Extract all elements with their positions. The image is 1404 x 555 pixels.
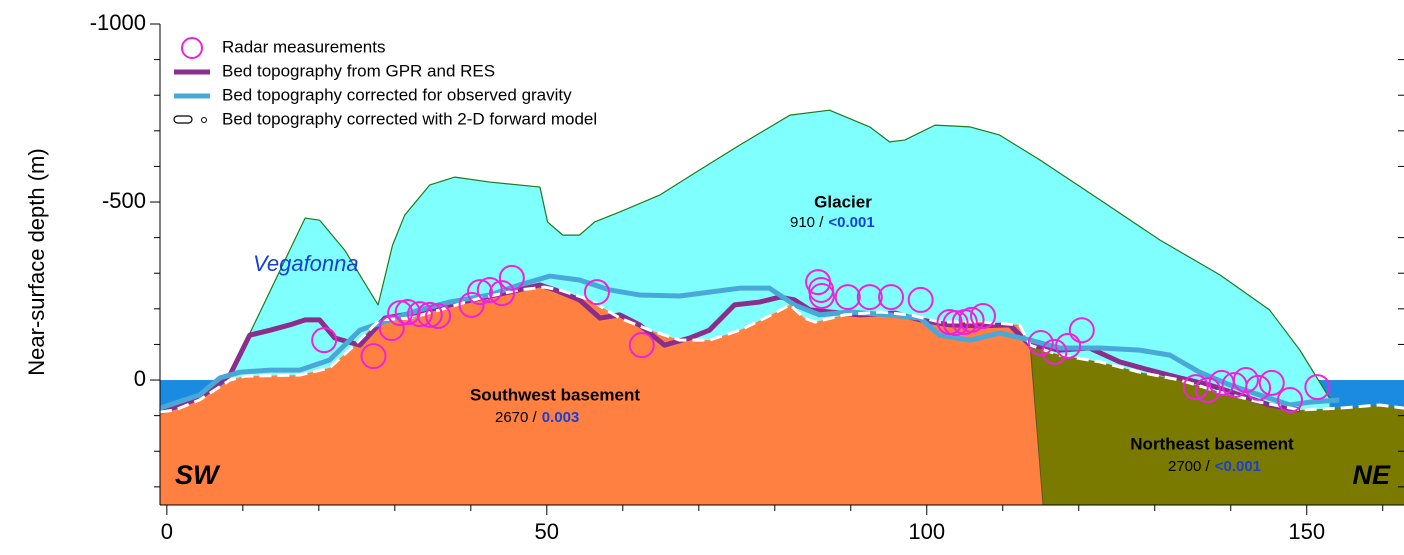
x-tick-label: 0 — [161, 519, 173, 544]
contrast: <0.001 — [828, 214, 874, 231]
corner-label: SW — [175, 460, 221, 490]
contrast: 0.003 — [542, 409, 580, 426]
legend-label: Bed topography corrected with 2-D forwar… — [222, 109, 597, 128]
y-tick-label: -1000 — [90, 10, 146, 35]
legend: Radar measurements Bed topography from G… — [174, 37, 597, 128]
corner-label: NE — [1352, 460, 1390, 490]
x-tick-label: 150 — [1288, 519, 1325, 544]
unit-properties: 910 /<0.001 — [790, 214, 875, 231]
chart: Near-surface depth (m) -1000 -500 0 0 50 100 15… — [0, 0, 1404, 555]
legend-label: Radar measurements — [222, 37, 385, 56]
y-axis-label: Near-surface depth (m) — [24, 148, 49, 375]
contrast: <0.001 — [1215, 458, 1261, 475]
unit-name: Southwest basement — [470, 385, 640, 404]
density: 910 / — [790, 214, 824, 231]
legend-label: Bed topography from GPR and RES — [222, 61, 495, 80]
unit-name: Glacier — [814, 192, 872, 211]
legend-symbol — [202, 118, 207, 123]
y-tick-label: -500 — [102, 188, 146, 213]
legend-label: Bed topography corrected for observed gr… — [222, 85, 572, 104]
legend-symbol — [174, 116, 192, 123]
x-tick-label: 50 — [535, 519, 559, 544]
density: 2670 / — [495, 409, 538, 426]
unit-properties: 2700 /<0.001 — [1168, 458, 1261, 475]
density: 2700 / — [1168, 458, 1211, 475]
unit-name: Northeast basement — [1130, 434, 1294, 453]
annotation: Vegafonna — [253, 251, 359, 276]
legend-symbol — [182, 38, 202, 58]
y-tick-label: 0 — [134, 366, 146, 391]
x-tick-label: 100 — [908, 519, 945, 544]
